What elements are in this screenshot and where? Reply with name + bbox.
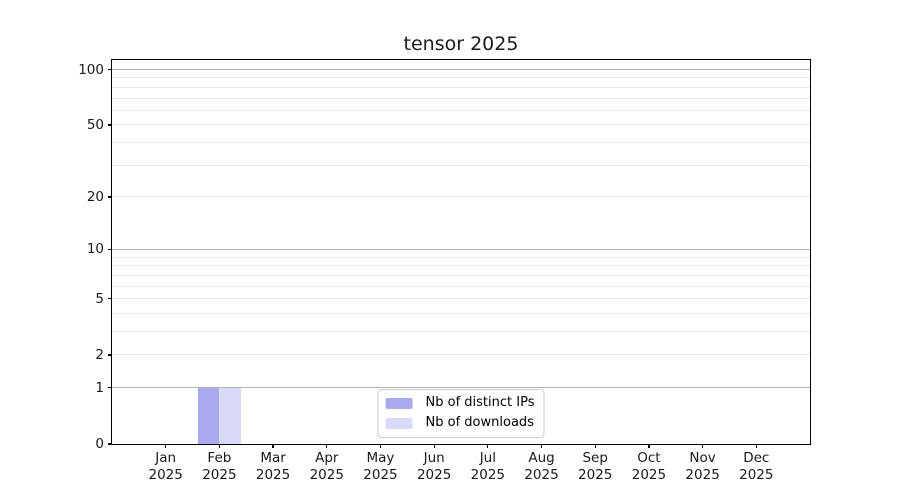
gridline-minor-7 [112, 274, 810, 276]
y-tick-mark-50 [108, 124, 112, 126]
y-tick-mark-20 [108, 196, 112, 198]
x-tick-month: Mar [260, 450, 286, 466]
x-axis-tick-label-may: May 2025 [340, 450, 420, 484]
x-tick-mark-jul [487, 444, 489, 448]
gridline-minor-6 [112, 285, 810, 287]
x-tick-year: 2025 [739, 467, 774, 483]
x-tick-year: 2025 [631, 467, 667, 483]
x-tick-mark-oct [648, 444, 650, 448]
gridline-minor-8 [112, 265, 810, 267]
x-tick-month: May [366, 450, 395, 466]
x-tick-month: Aug [528, 450, 555, 466]
y-tick-mark-1 [108, 387, 112, 389]
x-tick-month: Jun [423, 450, 445, 466]
plot-area: Nb of distinct IPs Nb of downloads [112, 60, 810, 444]
gridline-minor-80 [112, 86, 810, 88]
x-axis-tick-label-feb: Feb 2025 [179, 450, 259, 484]
x-tick-year: 2025 [202, 467, 237, 483]
legend-swatch-nb-of-downloads [385, 417, 413, 429]
x-axis-tick-label-dec: Dec 2025 [716, 450, 796, 484]
x-tick-year: 2025 [363, 467, 398, 483]
x-tick-year: 2025 [309, 467, 344, 483]
x-axis-tick-label-jan: Jan 2025 [126, 450, 206, 484]
legend: Nb of distinct IPs Nb of downloads [377, 389, 545, 438]
y-tick-mark-10 [108, 248, 112, 251]
bar-nb-of-downloads-feb [219, 387, 241, 444]
x-tick-mark-nov [701, 444, 704, 448]
gridline-major-1 [112, 387, 810, 389]
x-tick-mark-apr [326, 444, 328, 448]
gridline-minor-3 [112, 331, 810, 333]
legend-label-nb-of-distinct-ips: Nb of distinct IPs [425, 395, 535, 410]
x-axis-tick-label-nov: Nov 2025 [663, 450, 743, 484]
x-tick-year: 2025 [470, 467, 506, 483]
gridline-minor-60 [112, 109, 810, 111]
y-axis-tick-label-20: 20 [86, 188, 104, 205]
x-axis-tick-label-mar: Mar 2025 [233, 450, 313, 484]
legend-label-nb-of-downloads: Nb of downloads [425, 415, 534, 430]
x-tick-year: 2025 [578, 467, 613, 483]
x-tick-mark-mar [272, 444, 274, 448]
x-tick-year: 2025 [524, 467, 559, 483]
x-tick-year: 2025 [255, 467, 291, 483]
gridline-minor-20 [112, 196, 810, 198]
x-tick-month: Feb [207, 450, 232, 466]
x-axis-tick-label-sep: Sep 2025 [555, 450, 635, 484]
gridline-minor-70 [112, 97, 810, 99]
x-tick-mark-aug [540, 444, 543, 448]
gridline-minor-2 [112, 354, 810, 356]
y-axis-tick-label-0: 0 [95, 436, 104, 452]
legend-entry-nb-of-distinct-ips: Nb of distinct IPs [385, 395, 535, 411]
legend-entry-nb-of-downloads: Nb of downloads [385, 415, 535, 431]
gridline-minor-40 [112, 142, 810, 144]
gridline-minor-5 [112, 298, 810, 300]
x-tick-mark-sep [594, 444, 596, 448]
x-tick-month: Apr [315, 450, 339, 466]
gridline-minor-30 [112, 164, 810, 166]
x-axis-tick-label-aug: Aug 2025 [502, 450, 582, 484]
gridline-minor-4 [112, 312, 810, 314]
x-tick-mark-dec [755, 444, 757, 448]
gridline-major-10 [112, 248, 810, 250]
x-axis-tick-label-jul: Jul 2025 [448, 450, 528, 484]
gridline-major-100 [112, 69, 810, 71]
x-tick-month: Nov [689, 450, 716, 466]
gridline-minor-9 [112, 256, 810, 258]
x-tick-mark-may [379, 444, 382, 448]
y-axis-tick-label-2: 2 [95, 346, 104, 363]
y-tick-mark-2 [108, 354, 112, 356]
chart-title: tensor 2025 [403, 33, 519, 55]
x-tick-year: 2025 [416, 467, 452, 483]
x-tick-month: Jan [155, 450, 177, 466]
x-tick-mark-feb [218, 444, 221, 448]
x-tick-month: Dec [743, 450, 770, 466]
x-tick-mark-jun [433, 444, 435, 448]
y-tick-mark-5 [108, 297, 112, 300]
x-tick-month: Oct [637, 450, 661, 466]
y-axis-tick-label-10: 10 [86, 241, 104, 258]
y-axis-tick-label-5: 5 [95, 290, 104, 307]
y-tick-mark-0 [108, 443, 112, 445]
x-axis-tick-label-apr: Apr 2025 [287, 450, 367, 484]
x-axis-tick-label-oct: Oct 2025 [609, 450, 689, 484]
gridline-minor-50 [112, 124, 810, 126]
bar-nb-of-distinct-ips-feb [197, 387, 220, 444]
x-tick-mark-jan [165, 444, 167, 448]
x-tick-year: 2025 [685, 467, 720, 483]
y-axis-tick-label-100: 100 [78, 61, 104, 78]
x-tick-year: 2025 [148, 467, 183, 483]
x-tick-month: Sep [582, 450, 608, 466]
x-axis-tick-label-jun: Jun 2025 [394, 450, 474, 484]
y-axis-tick-label-1: 1 [95, 379, 104, 396]
y-tick-mark-100 [108, 68, 112, 71]
x-tick-month: Jul [479, 450, 496, 466]
legend-swatch-nb-of-distinct-ips [385, 397, 413, 409]
y-axis-tick-label-50: 50 [86, 116, 104, 133]
gridline-minor-90 [112, 77, 810, 79]
